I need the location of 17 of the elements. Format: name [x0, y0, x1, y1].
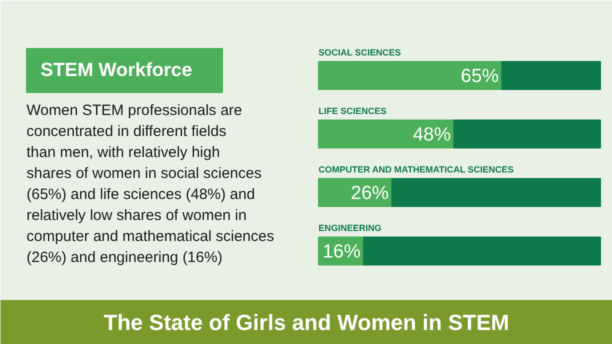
data-label: 26%	[350, 183, 389, 204]
text: STEM Workforce	[40, 60, 192, 81]
bar	[318, 61, 502, 90]
bar	[453, 120, 601, 148]
data-label: 48%	[412, 124, 451, 146]
text: Women STEM professionals are concentrated in different fields than men, with relatively high shares of women in social sciences (65%) and life sciences (48%) and relatively low shares of women in computer and mathematical sciences (26%) and engineering (16%)	[26, 102, 274, 266]
data-label: 65%	[460, 66, 499, 87]
bar	[391, 178, 601, 207]
y-tick-label: SOCIAL SCIENCES	[318, 48, 401, 58]
y-tick-label: LIFE SCIENCES	[318, 106, 387, 116]
data-label: 16%	[322, 242, 361, 262]
y-tick-label: ENGINEERING	[318, 223, 382, 233]
y-tick-label: COMPUTER AND MATHEMATICAL SCIENCES	[318, 164, 514, 174]
text: The State of Girls and Women in STEM	[104, 310, 510, 335]
bar	[363, 236, 601, 266]
bar	[318, 120, 454, 148]
bar	[501, 61, 601, 90]
